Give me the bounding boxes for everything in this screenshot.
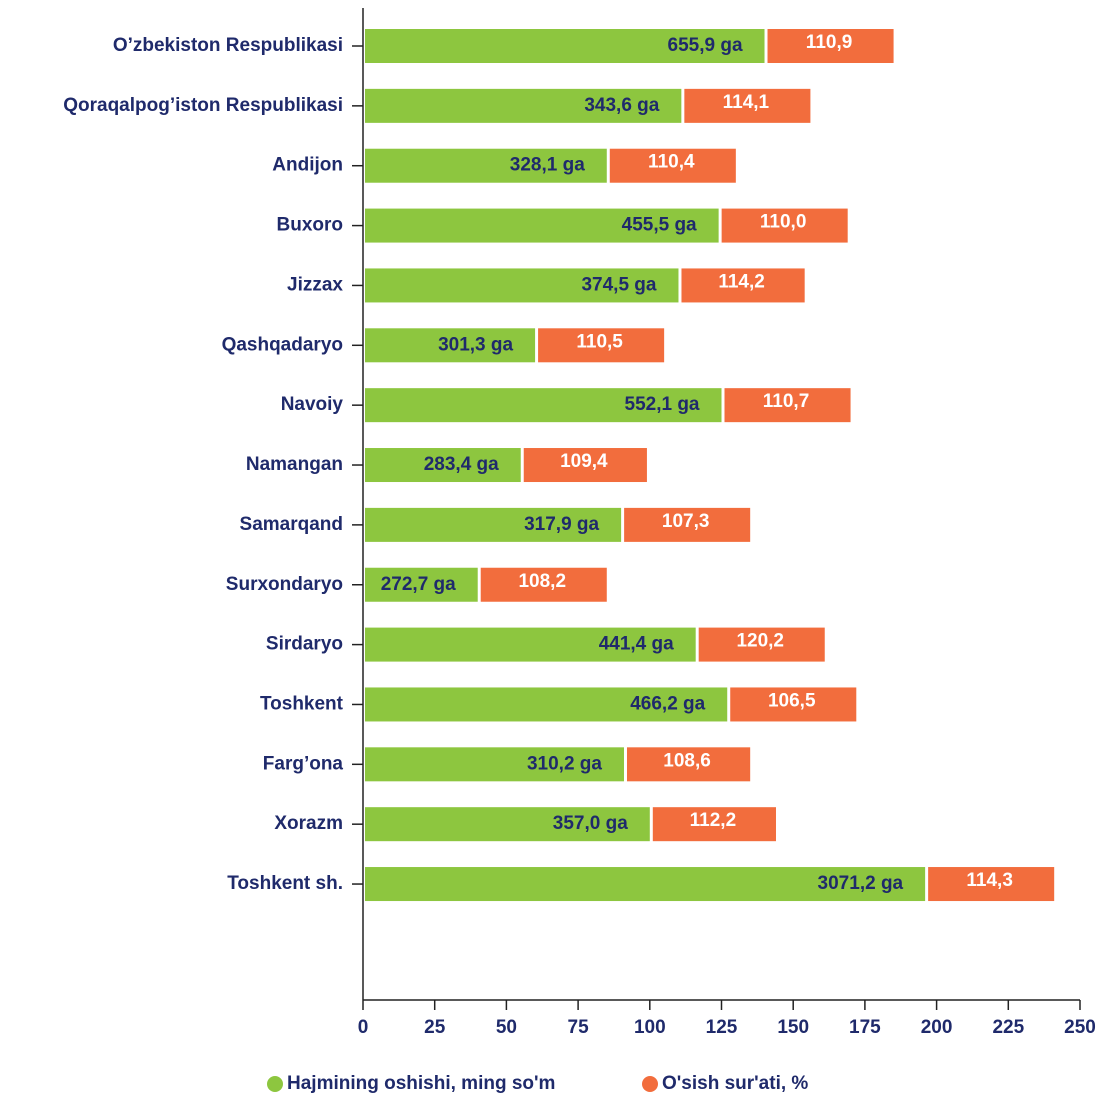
bar-label: 272,7 ga bbox=[381, 574, 456, 595]
x-tick-label: 0 bbox=[358, 1017, 369, 1038]
bar-label: 110,7 bbox=[763, 391, 810, 412]
bar-label: 110,9 bbox=[806, 32, 853, 53]
bar-label: 107,3 bbox=[662, 511, 710, 532]
bar-segment bbox=[365, 268, 679, 303]
bar-segment bbox=[365, 328, 536, 363]
bar-segment bbox=[365, 747, 624, 782]
bar-label: 283,4 ga bbox=[424, 454, 499, 475]
y-tick-label: Jizzax bbox=[287, 274, 343, 295]
bar-label: 374,5 ga bbox=[581, 274, 656, 295]
bar-label: 328,1 ga bbox=[510, 155, 585, 176]
bar-label: 114,1 bbox=[723, 92, 770, 113]
bar-segment bbox=[609, 148, 736, 183]
bar-segment bbox=[724, 388, 851, 423]
y-tick-label: Namangan bbox=[246, 454, 343, 475]
bar-label: 112,2 bbox=[690, 810, 737, 831]
bar-label: 466,2 ga bbox=[630, 693, 705, 714]
x-tick-label: 250 bbox=[1064, 1017, 1096, 1038]
bar-segment bbox=[523, 448, 647, 483]
y-tick-label: Qashqadaryo bbox=[222, 334, 343, 355]
bar-label: 343,6 ga bbox=[584, 95, 659, 116]
bar-segment bbox=[365, 388, 722, 423]
y-tick-label: Samarqand bbox=[240, 514, 343, 535]
bar-segment bbox=[365, 88, 682, 123]
bar-label: 552,1 ga bbox=[625, 394, 700, 415]
x-tick-label: 150 bbox=[777, 1017, 809, 1038]
y-tick-label: Farg’ona bbox=[263, 753, 344, 774]
bar-segment bbox=[538, 328, 665, 363]
bar-label: 109,4 bbox=[560, 451, 608, 472]
bar-segment bbox=[652, 807, 776, 842]
y-tick-label: Andijon bbox=[272, 155, 343, 176]
bar-label: 441,4 ga bbox=[599, 634, 674, 655]
bar-segment bbox=[624, 507, 751, 542]
bar-segment bbox=[721, 208, 848, 243]
bar-segment bbox=[365, 208, 719, 243]
x-tick-label: 125 bbox=[706, 1017, 738, 1038]
bar-label: 310,2 ga bbox=[527, 753, 602, 774]
x-tick-label: 50 bbox=[496, 1017, 517, 1038]
bar-label: 357,0 ga bbox=[553, 813, 628, 834]
bar-segment bbox=[365, 29, 765, 63]
x-tick-label: 25 bbox=[424, 1017, 446, 1038]
bar-segment bbox=[626, 747, 751, 782]
bar-segment bbox=[767, 29, 894, 63]
bar-label: 108,6 bbox=[663, 750, 711, 771]
bar-segment bbox=[698, 627, 825, 662]
bar-label: 106,5 bbox=[768, 690, 816, 711]
legend-swatch bbox=[267, 1076, 283, 1092]
bar-label: 114,3 bbox=[966, 870, 1013, 891]
y-tick-label: Xorazm bbox=[274, 813, 343, 834]
bar-segment bbox=[365, 627, 696, 662]
bar-label: 317,9 ga bbox=[524, 514, 599, 535]
y-tick-label: Toshkent sh. bbox=[227, 873, 343, 894]
bar-label: 301,3 ga bbox=[438, 334, 513, 355]
bar-label: 110,0 bbox=[760, 212, 807, 233]
legend-swatch bbox=[642, 1076, 658, 1092]
bar-segment bbox=[365, 687, 728, 722]
bar-label: 110,4 bbox=[648, 152, 695, 173]
y-tick-label: Buxoro bbox=[277, 215, 344, 236]
y-tick-label: O’zbekiston Respublikasi bbox=[113, 35, 343, 56]
bar-segment bbox=[365, 807, 650, 842]
bar-segment bbox=[928, 867, 1055, 902]
bar-segment bbox=[730, 687, 857, 722]
bar-label: 3071,2 ga bbox=[818, 873, 904, 894]
bar-segment bbox=[365, 867, 926, 902]
legend-label: O'sish sur'ati, % bbox=[662, 1073, 808, 1094]
bar-label: 108,2 bbox=[518, 571, 566, 592]
bar-segment bbox=[365, 448, 521, 483]
y-tick-label: Surxondaryo bbox=[226, 574, 343, 595]
bar-label: 110,5 bbox=[576, 331, 623, 352]
y-tick-label: Qoraqalpog’iston Respublikasi bbox=[63, 95, 343, 116]
bar-segment bbox=[480, 567, 607, 602]
bar-label: 655,9 ga bbox=[668, 35, 743, 56]
y-tick-label: Sirdaryo bbox=[266, 634, 343, 655]
bar-segment bbox=[365, 148, 607, 183]
bar-label: 114,2 bbox=[718, 271, 765, 292]
bar-label: 455,5 ga bbox=[622, 215, 697, 236]
x-tick-label: 175 bbox=[849, 1017, 881, 1038]
x-tick-label: 100 bbox=[634, 1017, 666, 1038]
legend-label: Hajmining oshishi, ming so'm bbox=[287, 1073, 555, 1094]
bar-segment bbox=[681, 268, 805, 303]
y-tick-label: Navoiy bbox=[281, 394, 344, 415]
y-tick-label: Toshkent bbox=[260, 693, 344, 714]
x-tick-label: 200 bbox=[921, 1017, 953, 1038]
bar-segment bbox=[365, 567, 478, 602]
x-tick-label: 75 bbox=[568, 1017, 590, 1038]
x-tick-label: 225 bbox=[992, 1017, 1024, 1038]
bar-segment bbox=[684, 88, 811, 123]
bar-label: 120,2 bbox=[736, 631, 784, 652]
bar-segment bbox=[365, 507, 622, 542]
